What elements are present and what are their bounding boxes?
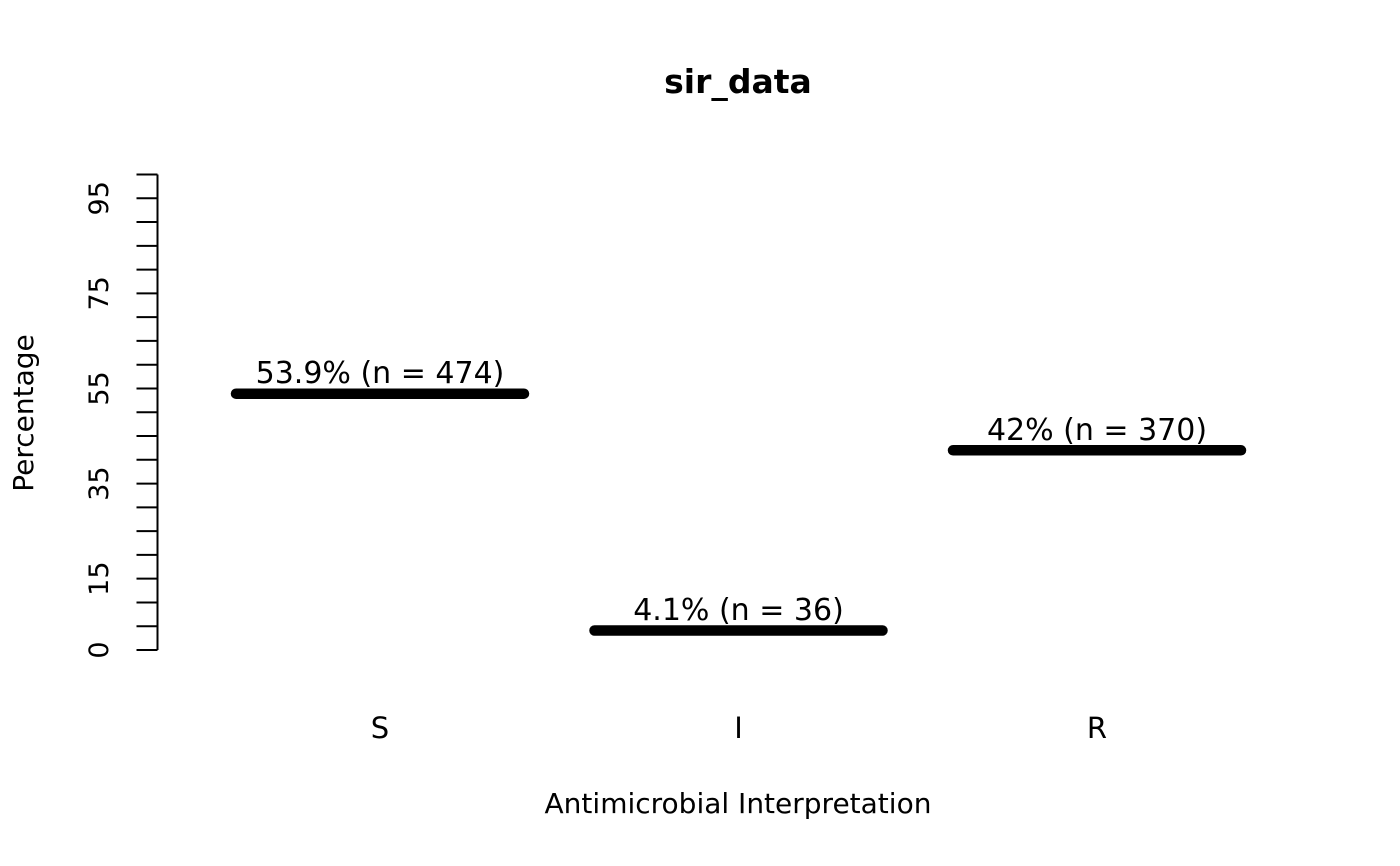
x-category-label-I: I — [734, 711, 743, 745]
y-tick-label: 15 — [84, 561, 115, 595]
y-tick-label: 95 — [84, 181, 115, 215]
bar-value-label-S: 53.9% (n = 474) — [256, 356, 505, 391]
y-tick-label: 35 — [84, 466, 115, 500]
bar-value-label-R: 42% (n = 370) — [987, 413, 1207, 448]
y-tick-label: 0 — [84, 641, 115, 658]
x-axis-title: Antimicrobial Interpretation — [545, 787, 932, 820]
y-tick-label: 55 — [84, 371, 115, 405]
y-tick-label: 75 — [84, 276, 115, 310]
bars-group: 53.9% (n = 474) S 4.1% (n = 36) I 42% (n = 3… — [230, 356, 1247, 745]
x-category-label-S: S — [371, 711, 389, 745]
chart-title: sir_data — [664, 62, 812, 101]
x-category-label-R: R — [1087, 711, 1107, 745]
y-axis: 0 15 35 55 75 95 — [84, 173, 159, 659]
bar-value-label-I: 4.1% (n = 36) — [633, 593, 844, 628]
y-axis-title: Percentage — [7, 334, 40, 492]
